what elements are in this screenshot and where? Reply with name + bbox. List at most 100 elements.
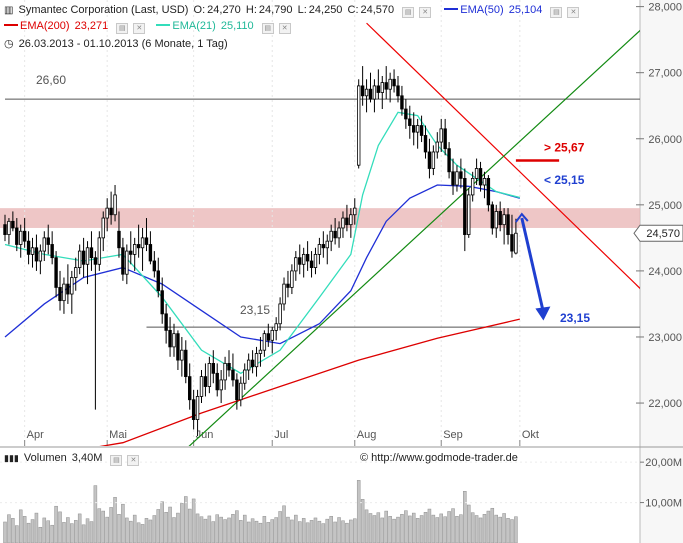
candle-body [313, 253, 318, 268]
candle-body [368, 88, 373, 100]
downtrend-line [366, 22, 640, 290]
ema21-close-button[interactable]: ✕ [278, 23, 291, 34]
candle-body [282, 283, 286, 305]
candle-body [180, 349, 184, 361]
volume-bar [129, 520, 133, 543]
candle-body [423, 135, 428, 153]
candle-body [160, 290, 164, 315]
candle-body [19, 230, 23, 245]
candle-body [223, 363, 227, 381]
volume-bar [97, 508, 102, 543]
candle-body [42, 237, 46, 252]
ema21-swatch [156, 24, 171, 26]
high-label: H: [245, 4, 257, 16]
x-tick-label: Mai [109, 429, 127, 441]
volume-bar [443, 516, 447, 543]
high-value: 24,790 [258, 4, 293, 16]
volume-bar [278, 511, 282, 543]
volume-bar [282, 505, 286, 543]
volume-bar [384, 510, 388, 543]
candle-body [360, 85, 365, 97]
volume-bar [105, 516, 109, 543]
volume-tick-label: 10,00M [645, 498, 682, 510]
ema21-settings-button[interactable]: ▤ [261, 23, 274, 34]
x-tick-label: Apr [27, 429, 44, 441]
volume-bar [191, 498, 196, 543]
volume-bar [58, 511, 62, 543]
candle-body [246, 359, 251, 371]
volume-bar [211, 521, 216, 543]
candle-body [337, 227, 341, 239]
ema200-settings-button[interactable]: ▤ [116, 23, 129, 34]
target-arrow-head [535, 306, 551, 321]
volume-icon: ▮▮▮ [4, 453, 19, 463]
volume-bar [242, 514, 247, 543]
candle-body [372, 85, 377, 100]
volume-bar [447, 511, 451, 543]
y-tick-label: 27,000 [648, 68, 682, 80]
volume-bar [250, 518, 255, 543]
level-label-2660: 26,60 [36, 73, 66, 87]
volume-bar [168, 506, 172, 543]
volume-bar [38, 526, 43, 543]
header-row-3: ◷ 26.03.2013 - 01.10.2013 (6 Monate, 1 T… [4, 37, 230, 50]
volume-bar [506, 518, 510, 543]
volume-bar [474, 515, 479, 543]
ema50-close-button[interactable]: ✕ [567, 7, 580, 18]
volume-bar [466, 504, 471, 543]
volume-bar [254, 520, 259, 543]
x-tick-label: Jun [196, 429, 214, 441]
candle-body [254, 353, 259, 368]
volume-bar [132, 514, 137, 543]
volume-bar [415, 518, 420, 543]
candle-body [50, 244, 54, 259]
volume-bar [199, 516, 204, 543]
volume-bar [309, 520, 314, 543]
candle-body [333, 230, 337, 239]
candle-body [506, 214, 510, 235]
volume-bar [121, 503, 125, 543]
volume-bar [408, 515, 412, 543]
volume-bar [463, 491, 467, 543]
ema50-settings-button[interactable]: ▤ [550, 7, 563, 18]
candle-body [62, 283, 66, 302]
candle-body [250, 359, 255, 368]
x-tick-label: Jul [274, 429, 288, 441]
close-button[interactable]: ✕ [419, 7, 432, 18]
candle-body [412, 125, 416, 133]
candle-body [3, 224, 7, 235]
candle-body [494, 211, 498, 229]
candle-body [125, 250, 129, 275]
settings-button[interactable]: ▤ [402, 7, 415, 18]
volume-bar [404, 510, 408, 543]
ema200-close-button[interactable]: ✕ [133, 23, 146, 34]
volume-bar [266, 522, 271, 543]
candle-body [463, 177, 467, 235]
volume-bar [258, 522, 263, 543]
volume-label: Volumen [23, 452, 67, 464]
volume-bar [231, 514, 235, 543]
resistance-zone [0, 208, 640, 228]
volume-close-button[interactable]: ✕ [127, 455, 140, 466]
volume-bar [313, 517, 318, 543]
candle-body [74, 267, 78, 278]
candle-body [235, 379, 239, 401]
volume-bar [160, 501, 164, 543]
last-price-label: 24,570 [646, 228, 680, 240]
candle-body [321, 244, 326, 249]
open-label: O: [193, 4, 206, 16]
volume-tick-label: 20,00M [645, 457, 682, 469]
candle-body [490, 204, 495, 229]
volume-bar [176, 512, 180, 543]
candle-body [349, 214, 353, 226]
volume-bar [70, 523, 74, 543]
candle-body [451, 171, 455, 186]
volume-bar [419, 515, 424, 543]
volume-bar [400, 514, 404, 543]
volume-bar [22, 516, 27, 543]
volume-settings-button[interactable]: ▤ [110, 455, 123, 466]
volume-bar [317, 520, 322, 543]
candle-body [81, 250, 86, 265]
volume-bar [73, 520, 78, 543]
volume-bar [235, 510, 239, 543]
